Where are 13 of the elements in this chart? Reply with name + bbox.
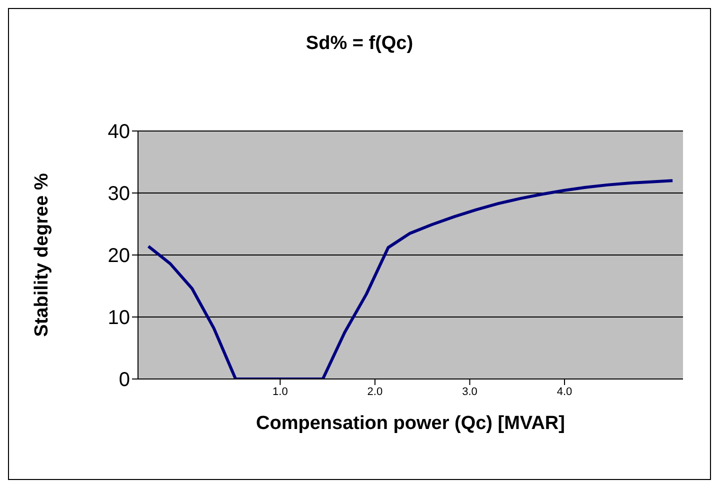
y-tick-label: 30 xyxy=(108,183,130,206)
y-tick-label: 0 xyxy=(118,369,130,392)
chart-title: Sd% = f(Qc) xyxy=(304,33,414,55)
x-tick-label: 2.0 xyxy=(367,386,383,398)
x-tick-label: 3.0 xyxy=(462,386,478,398)
y-tick-label: 20 xyxy=(108,245,130,268)
y-tick-label: 40 xyxy=(108,121,130,144)
x-tick-label: 1.0 xyxy=(272,386,288,398)
x-axis-title: Compensation power (Qc) [MVAR] xyxy=(256,413,565,434)
x-tick-label: 4.0 xyxy=(556,386,572,398)
y-tick-label: 10 xyxy=(108,307,130,330)
line-series xyxy=(146,179,674,379)
y-axis-title: Stability degree % xyxy=(32,173,53,337)
